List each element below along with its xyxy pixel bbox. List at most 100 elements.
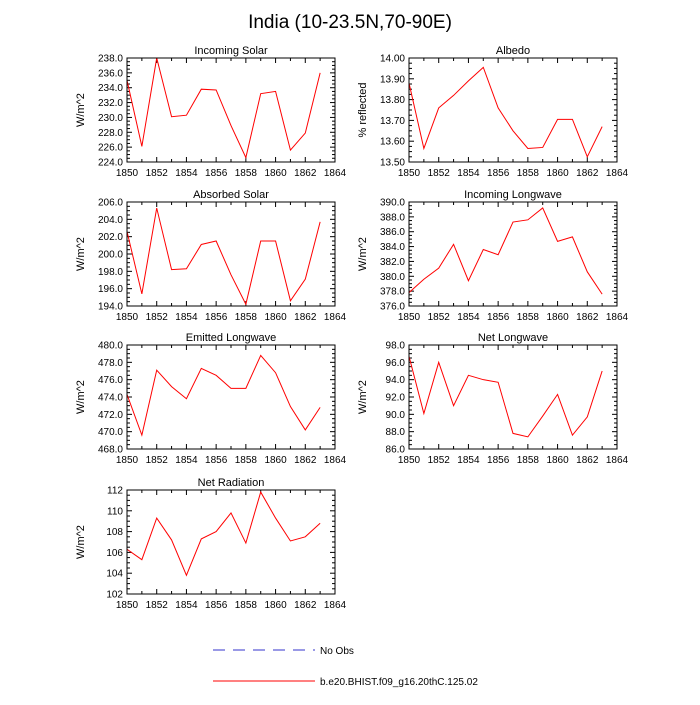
chart-absorbed-solar-xtick-label: 1860 [264, 312, 287, 323]
chart-absorbed-solar: Absorbed Solar W/m^2 1850 1852 1854 1856 1858 1… [75, 189, 347, 323]
chart-net-longwave-xtick-label: 1860 [546, 455, 569, 466]
chart-incoming-longwave-xtick-label: 1852 [428, 312, 451, 323]
chart-absorbed-solar-xtick-label: 1856 [205, 312, 228, 323]
chart-incoming-longwave-ytick-label: 384.0 [380, 242, 405, 253]
chart-albedo-title: Albedo [496, 45, 530, 57]
chart-albedo-xtick-label: 1850 [398, 168, 421, 179]
panels: Incoming Solar W/m^2 1850 1852 1854 1856 1858 1… [75, 45, 629, 611]
chart-absorbed-solar-xtick-label: 1854 [175, 312, 198, 323]
chart-albedo-frame [408, 57, 618, 163]
legend-label-model: b.e20.BHIST.f09_g16.20thC.125.02 [320, 677, 478, 688]
chart-incoming-solar-ytick-label: 238.0 [98, 54, 123, 65]
chart-emitted-longwave-title: Emitted Longwave [186, 332, 277, 344]
chart-net-radiation-ytick-label: 106 [106, 548, 123, 559]
chart-absorbed-solar-xtick-label: 1864 [324, 312, 347, 323]
chart-emitted-longwave-frame [126, 344, 336, 450]
chart-incoming-longwave-ytick-label: 378.0 [380, 287, 405, 298]
chart-net-longwave-ytick-label: 88.0 [386, 427, 406, 438]
chart-incoming-solar-ylabel: W/m^2 [75, 93, 87, 127]
chart-incoming-longwave: Incoming Longwave W/m^2 1850 1852 1854 1856 18… [357, 189, 629, 323]
chart-emitted-longwave-xtick-label: 1856 [205, 455, 228, 466]
chart-incoming-solar-xtick-label: 1852 [146, 168, 169, 179]
chart-emitted-longwave-ytick-label: 468.0 [98, 445, 123, 456]
chart-incoming-longwave-frame [408, 201, 618, 307]
chart-net-longwave-xtick-label: 1862 [576, 455, 599, 466]
chart-incoming-solar-ytick-label: 228.0 [98, 128, 123, 139]
chart-incoming-solar-ytick-label: 232.0 [98, 98, 123, 109]
chart-absorbed-solar-series-line [126, 207, 321, 306]
chart-albedo-ylabel: % reflected [357, 82, 369, 137]
chart-albedo-ytick-label: 13.70 [380, 116, 405, 127]
chart-emitted-longwave: Emitted Longwave W/m^2 1850 1852 1854 1856 185… [75, 332, 347, 466]
chart-albedo-ytick-label: 14.00 [380, 54, 405, 65]
chart-net-radiation-frame [126, 489, 336, 595]
chart-net-radiation-xtick-label: 1852 [146, 600, 169, 611]
chart-emitted-longwave-ytick-label: 480.0 [98, 341, 123, 352]
chart-incoming-solar-xtick-label: 1858 [235, 168, 258, 179]
chart-incoming-solar-ytick-label: 236.0 [98, 68, 123, 79]
chart-net-longwave-ylabel: W/m^2 [357, 380, 369, 414]
chart-net-radiation-ylabel: W/m^2 [75, 525, 87, 559]
chart-albedo-xtick-label: 1864 [606, 168, 629, 179]
chart-net-longwave-ytick-label: 90.0 [386, 410, 406, 421]
chart-albedo-xtick-label: 1852 [428, 168, 451, 179]
chart-absorbed-solar-ytick-label: 204.0 [98, 215, 123, 226]
chart-emitted-longwave-xtick-label: 1860 [264, 455, 287, 466]
chart-incoming-longwave-xtick-label: 1854 [457, 312, 480, 323]
chart-incoming-solar-ytick-label: 226.0 [98, 143, 123, 154]
chart-incoming-longwave-ytick-label: 382.0 [380, 257, 405, 268]
chart-net-longwave-xtick-label: 1856 [487, 455, 510, 466]
chart-net-radiation-xtick-label: 1856 [205, 600, 228, 611]
chart-emitted-longwave-xtick-label: 1852 [146, 455, 169, 466]
chart-incoming-longwave-title: Incoming Longwave [464, 189, 562, 201]
chart-emitted-longwave-series-line [126, 354, 321, 437]
chart-albedo-series-line [408, 66, 603, 159]
chart-incoming-solar-xtick-label: 1864 [324, 168, 347, 179]
chart-emitted-longwave-xtick-label: 1858 [235, 455, 258, 466]
chart-net-longwave: Net Longwave W/m^2 1850 1852 1854 1856 1858 186… [357, 332, 629, 466]
chart-absorbed-solar-title: Absorbed Solar [193, 189, 269, 201]
chart-absorbed-solar-xtick-label: 1850 [116, 312, 139, 323]
chart-net-longwave-xtick-label: 1864 [606, 455, 629, 466]
chart-albedo-xtick-label: 1860 [546, 168, 569, 179]
legend: No Obs b.e20.BHIST.f09_g16.20thC.125.02 [213, 646, 478, 688]
chart-net-radiation: Net Radiation W/m^2 1850 1852 1854 1856 1858 18… [75, 477, 347, 611]
chart-net-radiation-xtick-label: 1860 [264, 600, 287, 611]
chart-incoming-longwave-ytick-label: 390.0 [380, 198, 405, 209]
chart-albedo: Albedo % reflected 1850 1852 1854 1856 1858 186… [357, 45, 629, 179]
chart-absorbed-solar-ytick-label: 198.0 [98, 267, 123, 278]
chart-net-radiation-ytick-label: 110 [107, 506, 123, 517]
figure-title: India (10-23.5N,70-90E) [248, 12, 452, 33]
chart-incoming-longwave-xtick-label: 1850 [398, 312, 421, 323]
chart-incoming-solar-ytick-label: 234.0 [98, 83, 123, 94]
chart-absorbed-solar-ytick-label: 202.0 [98, 232, 123, 243]
chart-incoming-solar-ytick-label: 224.0 [98, 158, 123, 169]
chart-incoming-longwave-ytick-label: 380.0 [380, 272, 405, 283]
chart-absorbed-solar-xtick-label: 1852 [146, 312, 169, 323]
chart-albedo-ytick-label: 13.50 [380, 158, 405, 169]
chart-incoming-solar-xtick-label: 1862 [294, 168, 317, 179]
chart-net-longwave-series-line [408, 356, 603, 438]
chart-incoming-longwave-series-line [408, 207, 603, 295]
chart-emitted-longwave-ytick-label: 476.0 [98, 375, 123, 386]
chart-albedo-xtick-label: 1858 [517, 168, 540, 179]
chart-net-radiation-xtick-label: 1858 [235, 600, 258, 611]
chart-incoming-longwave-xtick-label: 1856 [487, 312, 510, 323]
chart-incoming-solar: Incoming Solar W/m^2 1850 1852 1854 1856 1858 1… [75, 45, 347, 179]
chart-emitted-longwave-xtick-label: 1850 [116, 455, 139, 466]
chart-albedo-ytick-label: 13.90 [380, 74, 405, 85]
chart-emitted-longwave-ylabel: W/m^2 [75, 380, 87, 414]
chart-albedo-xtick-label: 1856 [487, 168, 510, 179]
chart-albedo-ytick-label: 13.80 [380, 95, 405, 106]
chart-incoming-longwave-ylabel: W/m^2 [357, 237, 369, 271]
chart-emitted-longwave-ytick-label: 472.0 [98, 410, 123, 421]
chart-net-longwave-ytick-label: 92.0 [386, 393, 406, 404]
chart-net-radiation-title: Net Radiation [198, 477, 265, 489]
chart-net-radiation-ytick-label: 102 [106, 590, 123, 601]
chart-net-radiation-ytick-label: 104 [106, 569, 123, 580]
chart-absorbed-solar-ytick-label: 194.0 [98, 302, 123, 313]
chart-net-radiation-xtick-label: 1854 [175, 600, 198, 611]
chart-absorbed-solar-xtick-label: 1862 [294, 312, 317, 323]
chart-incoming-solar-ytick-label: 230.0 [98, 113, 123, 124]
